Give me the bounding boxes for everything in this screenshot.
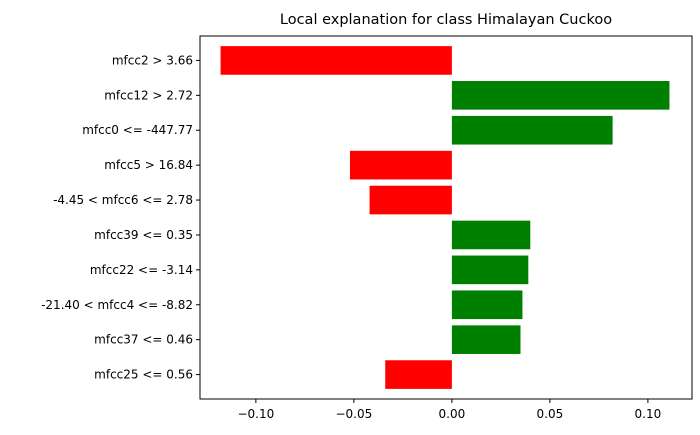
y-tick-label: mfcc39 <= 0.35: [94, 228, 193, 242]
bar: [451, 290, 523, 320]
y-tick-label: mfcc5 > 16.84: [104, 158, 193, 172]
y-tick-label: mfcc25 <= 0.56: [94, 368, 193, 382]
bar: [451, 325, 521, 354]
x-tick-label: −0.10: [237, 407, 274, 421]
bar: [451, 81, 670, 110]
y-tick-label: mfcc37 <= 0.46: [94, 333, 193, 347]
chart-title: Local explanation for class Himalayan Cu…: [280, 12, 612, 28]
bar: [451, 115, 613, 145]
y-axis-ticks: mfcc2 > 3.66 mfcc12 > 2.72 mfcc0 <= -447.7…: [41, 53, 200, 382]
plot-frame: [199, 35, 693, 400]
x-axis-ticks: −0.10 −0.05 0.00 0.05 0.10: [237, 399, 661, 421]
x-tick-label: 0.05: [537, 407, 564, 421]
bar: [451, 255, 529, 285]
y-tick-label: mfcc22 <= -3.14: [90, 263, 193, 277]
y-tick-label: mfcc12 > 2.72: [104, 88, 193, 102]
bars-group: [220, 46, 670, 389]
y-tick-label: -4.45 < mfcc6 <= 2.78: [53, 193, 193, 207]
x-tick-label: 0.00: [439, 407, 466, 421]
bar: [349, 150, 452, 180]
y-tick-label: mfcc2 > 3.66: [112, 53, 193, 67]
bar: [220, 46, 452, 75]
bar: [451, 220, 531, 250]
bar: [369, 185, 452, 215]
bar: [385, 360, 452, 389]
y-tick-label: mfcc0 <= -447.77: [82, 123, 193, 137]
x-tick-label: 0.10: [635, 407, 662, 421]
x-tick-label: −0.05: [335, 407, 372, 421]
y-tick-label: -21.40 < mfcc4 <= -8.82: [41, 298, 193, 312]
